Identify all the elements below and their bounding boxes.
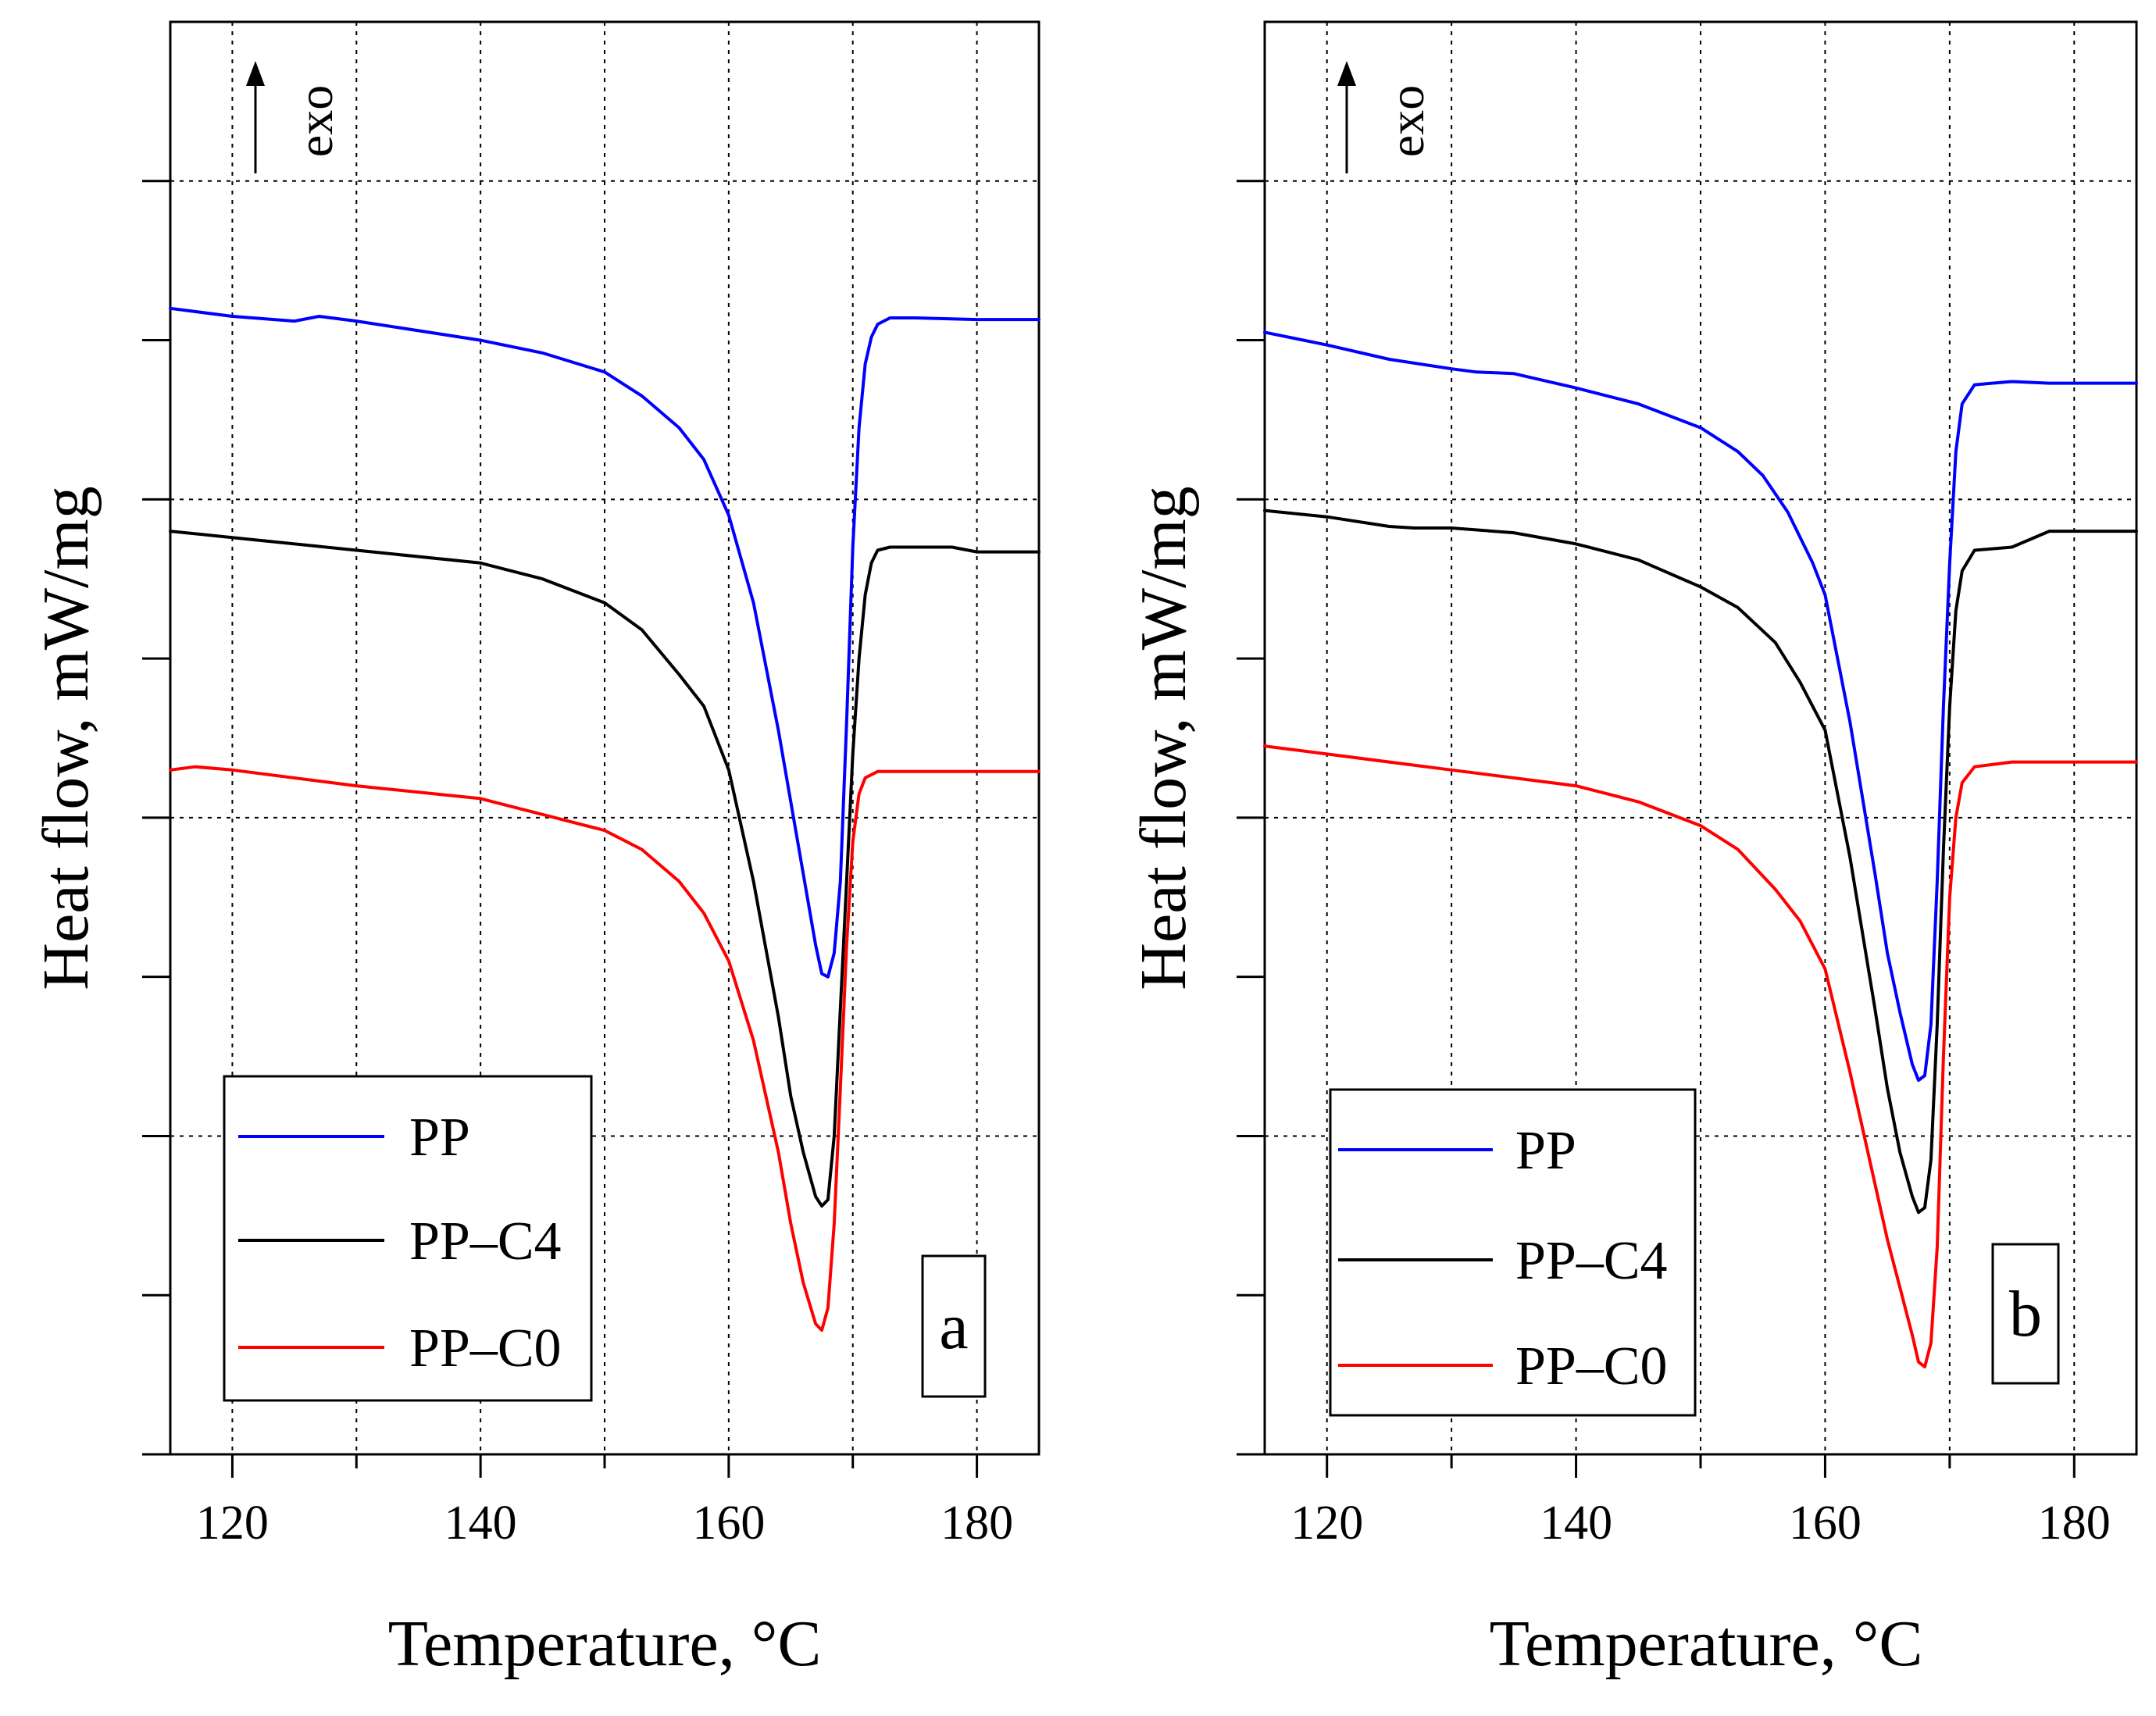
legend-entry: PP–C4 bbox=[1515, 1231, 1668, 1291]
x-tick-label: 160 bbox=[692, 1497, 765, 1550]
panel-a: 120 140 160 180 exo PP PP–C4 PP–C0 a Heat flow, m… bbox=[30, 20, 1041, 1680]
x-tick-label: 160 bbox=[1789, 1497, 1862, 1550]
panel-letter: b bbox=[2009, 1278, 2042, 1350]
y-axis-title: Heat flow, mW/mg bbox=[1127, 486, 1200, 990]
series-line-pp bbox=[169, 306, 1041, 979]
series-line-pp-c4 bbox=[169, 530, 1041, 1208]
legend-box bbox=[1329, 1088, 1697, 1417]
exo-label: exo bbox=[1379, 85, 1434, 157]
legend-entry: PP bbox=[409, 1108, 470, 1168]
x-tick-label: 120 bbox=[1290, 1497, 1363, 1550]
x-axis-title: Temperature, °C bbox=[388, 1607, 822, 1680]
panel-b: 120 140 160 180 exo PP PP–C4 PP–C0 b Heat flow, m… bbox=[1127, 20, 2138, 1680]
x-tick-label: 120 bbox=[196, 1497, 269, 1550]
exo-label: exo bbox=[287, 85, 343, 157]
legend-entry: PP–C4 bbox=[409, 1211, 562, 1272]
x-tick-label: 180 bbox=[941, 1497, 1013, 1550]
legend-entry: PP bbox=[1515, 1121, 1576, 1181]
panel-letter: a bbox=[939, 1290, 968, 1363]
legend-entry: PP–C0 bbox=[409, 1318, 562, 1379]
series-line-pp bbox=[1263, 330, 2138, 1083]
exo-arrow-icon bbox=[246, 61, 265, 86]
x-tick-label: 180 bbox=[2038, 1497, 2111, 1550]
x-axis-title: Temperature, °C bbox=[1490, 1607, 1923, 1680]
panel-letter-box bbox=[921, 1254, 987, 1398]
series-line-pp-c0 bbox=[1263, 744, 2138, 1368]
x-tick-label: 140 bbox=[1540, 1497, 1612, 1550]
legend-entry: PP–C0 bbox=[1515, 1336, 1668, 1397]
x-tick-label: 140 bbox=[444, 1497, 517, 1550]
y-axis-title: Heat flow, mW/mg bbox=[30, 486, 102, 990]
series-line-pp-c0 bbox=[169, 765, 1041, 1332]
panel-letter-box bbox=[1991, 1243, 2060, 1385]
exo-arrow-icon bbox=[1337, 61, 1356, 86]
series-line-pp-c4 bbox=[1263, 508, 2138, 1215]
